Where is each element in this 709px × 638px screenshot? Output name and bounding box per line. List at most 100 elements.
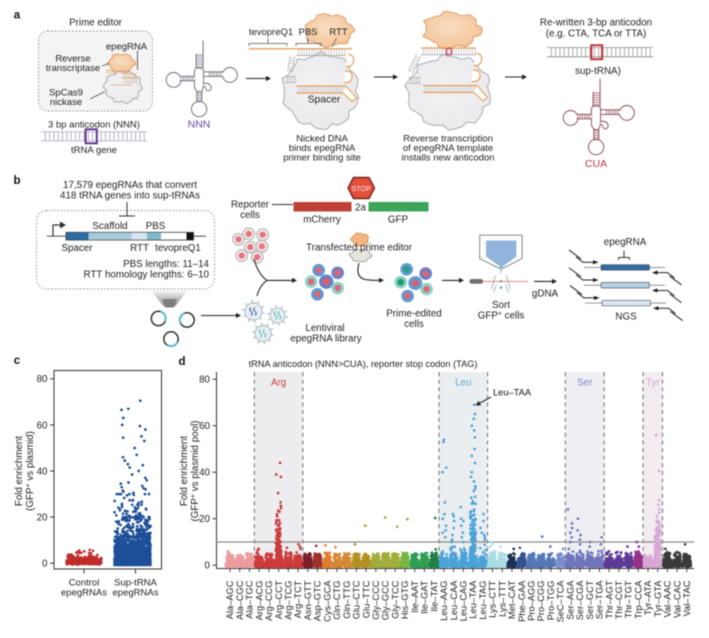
svg-text:PBS: PBS [298, 27, 317, 38]
svg-text:Reverse transcription: Reverse transcription [403, 134, 493, 145]
svg-text:Thr–CGT: Thr–CGT [614, 580, 624, 619]
svg-text:Lys–TTT: Lys–TTT [497, 580, 507, 617]
svg-text:mCherry: mCherry [303, 215, 341, 226]
svg-text:Transfected prime editor: Transfected prime editor [306, 243, 413, 254]
svg-text:epegRNA: epegRNA [106, 42, 148, 53]
svg-text:RTT homology lengths: 6–10: RTT homology lengths: 6–10 [84, 270, 210, 281]
svg-text:epegRNAs: epegRNAs [113, 588, 159, 599]
svg-text:PBS: PBS [146, 221, 166, 232]
svg-text:Reverse: Reverse [55, 54, 90, 65]
svg-text:Control: Control [69, 578, 100, 589]
svg-text:Arg: Arg [271, 378, 286, 389]
svg-text:Reporter: Reporter [231, 200, 270, 211]
svg-text:Scaffold: Scaffold [92, 221, 127, 232]
svg-text:Gly–GCC: Gly–GCC [381, 580, 391, 620]
svg-text:gDNA: gDNA [532, 289, 559, 300]
svg-text:40: 40 [37, 466, 48, 477]
svg-text:tevopreQ1: tevopreQ1 [249, 27, 293, 38]
svg-text:NGS: NGS [615, 312, 637, 323]
svg-text:c: c [14, 355, 21, 367]
svg-text:(e.g. CTA, TCA or TTA): (e.g. CTA, TCA or TTA) [546, 29, 647, 40]
svg-text:RTT: RTT [130, 243, 149, 254]
svg-text:80: 80 [199, 375, 210, 386]
svg-text:Glu–CTC: Glu–CTC [352, 580, 362, 619]
svg-text:Leu–TAG: Leu–TAG [478, 581, 488, 620]
svg-text:Ala–CGC: Ala–CGC [235, 580, 245, 620]
svg-text:Arg–TCT: Arg–TCT [293, 580, 303, 618]
svg-text:Prime editor: Prime editor [69, 18, 123, 29]
svg-text:Tyr–ATA: Tyr–ATA [643, 580, 653, 616]
svg-text:Trp–CCA: Trp–CCA [633, 580, 643, 619]
svg-text:Pro–AGG: Pro–AGG [527, 581, 537, 621]
svg-text:Cys–GCA: Cys–GCA [322, 580, 332, 622]
svg-text:GFP+ cells: GFP+ cells [478, 310, 525, 321]
svg-text:Sort: Sort [492, 300, 510, 311]
svg-text:His–GTG: His–GTG [400, 581, 410, 620]
svg-text:Arg–CCT: Arg–CCT [274, 580, 284, 619]
svg-text:nickase: nickase [50, 97, 82, 108]
svg-text:Arg–TCG: Arg–TCG [284, 581, 294, 620]
svg-text:epegRNA library: epegRNA library [290, 334, 361, 345]
svg-text:Lentiviral: Lentiviral [305, 323, 344, 334]
svg-text:Arg–ACG: Arg–ACG [254, 581, 264, 621]
svg-text:sup-tRNA): sup-tRNA) [575, 66, 621, 77]
svg-text:Nicked DNA: Nicked DNA [296, 134, 348, 145]
svg-text:tevopreQ1: tevopreQ1 [155, 243, 201, 254]
svg-text:Arg–CCG: Arg–CCG [264, 581, 274, 621]
svg-text:binds epegRNA: binds epegRNA [289, 143, 356, 154]
svg-text:Leu–TAA: Leu–TAA [468, 580, 478, 619]
svg-text:d: d [178, 356, 185, 368]
svg-text:20: 20 [37, 513, 48, 524]
svg-text:60: 60 [37, 420, 48, 431]
svg-text:NNN: NNN [188, 119, 211, 131]
svg-text:PBS lengths: 11–14: PBS lengths: 11–14 [123, 259, 209, 270]
svg-text:STOP: STOP [351, 184, 371, 193]
svg-text:20: 20 [199, 514, 210, 525]
svg-text:epegRNA: epegRNA [604, 237, 647, 248]
svg-text:Ala–AGC: Ala–AGC [225, 580, 235, 619]
svg-text:tRNA anticodon (NNN>CUA), repo: tRNA anticodon (NNN>CUA), reporter stop … [249, 359, 478, 369]
svg-text:of epegRNA template: of epegRNA template [403, 143, 493, 154]
svg-text:Gly–CCC: Gly–CCC [371, 580, 381, 620]
svg-text:Ala–TGC: Ala–TGC [245, 580, 255, 619]
svg-text:primer binding site: primer binding site [283, 153, 361, 164]
svg-text:Ser–GCT: Ser–GCT [585, 580, 595, 620]
svg-text:CUA: CUA [585, 158, 607, 170]
svg-text:Val–AAC: Val–AAC [663, 580, 673, 617]
svg-text:0: 0 [205, 561, 211, 572]
svg-text:Ser–CGA: Ser–CGA [575, 580, 585, 621]
svg-text:Lys–CTT: Lys–CTT [488, 580, 498, 618]
svg-text:SpCas9: SpCas9 [49, 88, 83, 99]
svg-text:cells: cells [240, 210, 260, 221]
svg-text:0: 0 [42, 559, 48, 570]
svg-text:Ser–TGA: Ser–TGA [595, 580, 605, 620]
svg-text:RTT: RTT [329, 27, 347, 38]
svg-text:40: 40 [199, 468, 210, 479]
svg-text:Leu–CAG: Leu–CAG [459, 581, 469, 622]
svg-text:80: 80 [37, 374, 48, 385]
svg-text:Spacer: Spacer [61, 243, 93, 254]
svg-text:Sup-tRNA: Sup-tRNA [114, 578, 157, 589]
svg-text:Ser–AGA: Ser–AGA [565, 580, 575, 620]
svg-text:cells: cells [404, 319, 424, 330]
svg-text:Tyr: Tyr [646, 378, 660, 389]
svg-text:Thr–AGT: Thr–AGT [604, 580, 614, 619]
svg-text:Prime-edited: Prime-edited [386, 309, 442, 320]
svg-text:3 bp anticodon (NNN): 3 bp anticodon (NNN) [48, 120, 140, 131]
svg-text:Re-written 3-bp anticodon: Re-written 3-bp anticodon [540, 18, 652, 29]
svg-text:epegRNAs: epegRNAs [61, 588, 107, 599]
svg-text:Val–CAC: Val–CAC [672, 580, 682, 618]
svg-text:b: b [13, 175, 20, 187]
svg-text:17,579 epegRNAs that convert: 17,579 epegRNAs that convert [63, 180, 197, 191]
svg-text:(GFP+ vs plasmid pool): (GFP+ vs plasmid pool) [190, 420, 201, 521]
svg-text:Thr–TGT: Thr–TGT [624, 580, 634, 618]
svg-text:Gly–TCC: Gly–TCC [390, 580, 400, 619]
svg-text:Pro–CGG: Pro–CGG [536, 581, 546, 622]
svg-text:2a: 2a [355, 203, 366, 214]
svg-text:60: 60 [199, 421, 210, 432]
svg-text:installs new anticodon: installs new anticodon [402, 153, 495, 164]
svg-text:Met–CAT: Met–CAT [507, 580, 517, 619]
svg-text:GFP: GFP [388, 215, 409, 226]
svg-text:a: a [14, 10, 21, 22]
svg-text:SeC–TCA: SeC–TCA [556, 580, 566, 623]
